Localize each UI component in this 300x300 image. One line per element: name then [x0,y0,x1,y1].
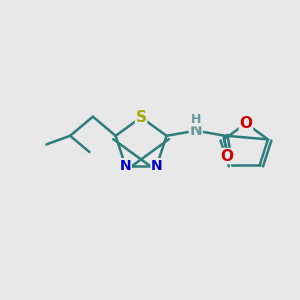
Text: O: O [239,116,253,131]
Text: N: N [151,159,163,173]
Text: H: H [190,113,201,126]
Text: S: S [136,110,147,125]
Text: O: O [221,148,234,164]
Text: N: N [119,159,131,173]
Text: N: N [189,123,202,138]
